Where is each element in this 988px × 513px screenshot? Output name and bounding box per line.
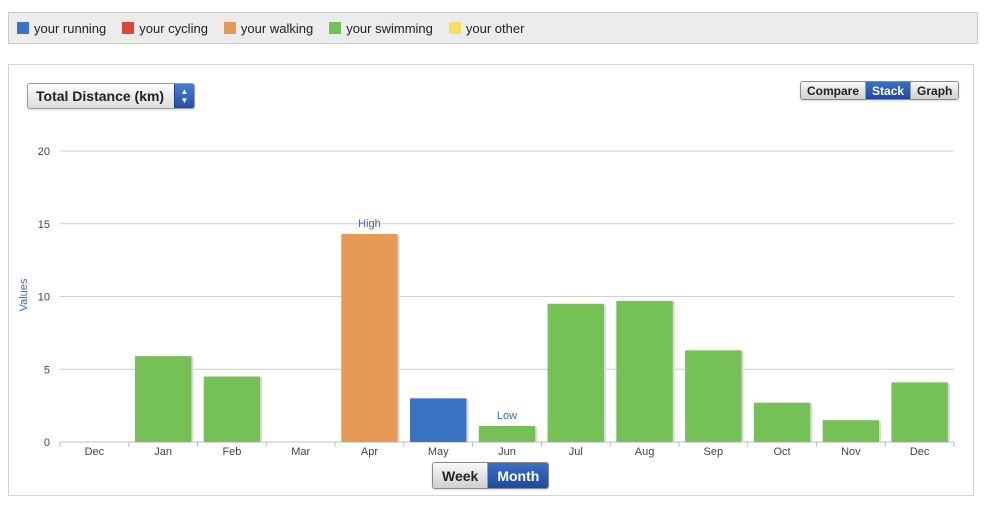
legend-item[interactable]: your other [448,20,525,36]
legend-item[interactable]: your swimming [329,21,433,36]
legend-label: your cycling [139,20,208,36]
y-tick-label: 10 [38,292,50,304]
bar [134,356,192,442]
legend-swatch [223,22,236,34]
bar [410,398,467,442]
x-tick-label: Oct [774,446,791,458]
legend-item[interactable]: your running [17,21,106,36]
bar [822,420,880,442]
metric-select[interactable]: Total Distance (km) ▲ ▼ [27,83,195,109]
x-tick-label: May [428,446,449,458]
x-tick-label: Nov [841,446,861,458]
x-tick-label: Jul [569,446,583,458]
x-tick-label: Mar [291,446,310,458]
bar-annotation: Low [497,410,517,422]
bar [685,350,742,442]
legend-label: your swimming [346,20,433,36]
metric-select-label: Total Distance (km) [36,88,165,104]
bar [547,303,604,442]
y-tick-label: 15 [38,219,50,231]
bar [753,402,811,442]
up-down-arrows-icon[interactable]: ▲ ▼ [174,84,194,108]
week-button[interactable]: Week [433,463,489,488]
bar [478,425,536,442]
x-tick-label: Jan [154,446,172,458]
x-tick-label: Jun [498,446,516,458]
legend-item[interactable]: your cycling [122,21,208,36]
x-tick-label: Aug [635,446,655,458]
bar [341,233,398,442]
x-tick-label: Apr [361,446,378,458]
legend-swatch [448,22,461,34]
y-tick-label: 20 [38,146,50,158]
x-tick-label: Sep [704,446,724,458]
bar [616,300,673,442]
legend-label: your running [34,20,107,36]
graph-button[interactable]: Graph [911,82,959,99]
legend-swatch [17,22,29,34]
bar [203,376,261,442]
x-tick-label: Dec [910,446,930,458]
y-axis-label: Values [18,278,30,311]
legend-label: your walking [240,20,314,36]
legend-swatch [122,22,135,34]
bar-annotation: High [358,218,381,230]
y-tick-label: 5 [44,364,50,376]
compare-button[interactable]: Compare [801,82,867,99]
view-toggle: Compare Stack Graph [800,81,960,100]
stack-button[interactable]: Stack [866,82,912,99]
x-tick-label: Feb [222,446,241,458]
x-tick-label: Dec [85,446,105,458]
period-toggle: Week Month [432,462,550,489]
legend-label: your other [465,20,525,36]
legend-bar: your running your cycling your walking your… [8,12,978,44]
bar [891,382,948,442]
legend-swatch [329,22,342,34]
y-tick-label: 0 [44,437,50,449]
month-button[interactable]: Month [488,463,549,488]
legend-item[interactable]: your walking [223,20,314,36]
